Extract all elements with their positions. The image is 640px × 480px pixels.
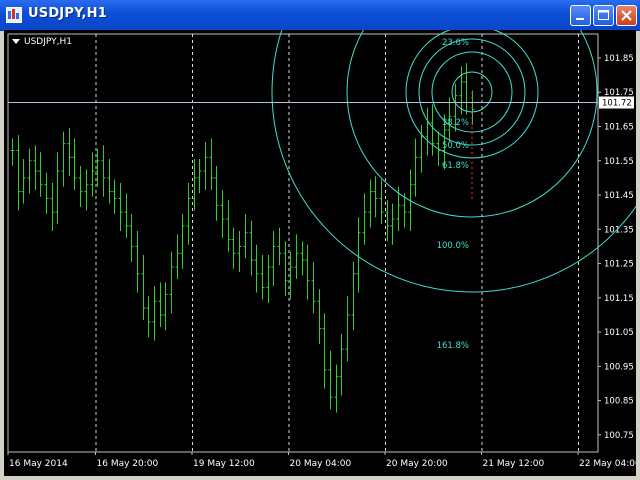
y-tick-label: 101.75 [604,88,634,98]
y-tick-label: 101.35 [604,225,634,235]
y-tick-label: 101.25 [604,260,634,270]
fibo-level-label: 50.0% [442,141,469,151]
y-tick-label: 100.75 [604,431,634,441]
x-tick-label: 16 May 20:00 [97,459,159,469]
close-icon [621,10,632,21]
y-tick-label: 101.05 [604,328,634,338]
current-price-label: 101.72 [602,99,632,109]
fibo-arc[interactable] [418,38,526,146]
y-tick-label: 101.55 [604,157,634,167]
fibo-level-label: 23.6% [442,38,469,48]
y-tick-label: 101.85 [604,54,634,64]
chart-window-icon [6,7,22,23]
x-tick-label: 19 May 12:00 [193,459,255,469]
y-tick-label: 100.95 [604,362,634,372]
window-client-area: USDJPY,H1 101.85 101.75 101.65 101.55 101.45… [4,0,640,476]
chart-symbol-label: USDJPY,H1 [24,37,72,47]
price-chart[interactable]: USDJPY,H1 101.85 101.75 101.65 101.55 101.45… [4,0,640,476]
maximize-icon [598,10,609,20]
fibo-level-label: 61.8% [442,161,469,171]
minimize-button[interactable] [570,5,591,26]
chart-canvas[interactable]: 101.85 101.75 101.65 101.55 101.45 101.35 101.… [4,0,640,476]
minimize-icon [576,18,584,20]
chevron-down-icon[interactable] [12,39,20,44]
x-tick-label: 21 May 12:00 [483,459,545,469]
fibo-level-label: 161.8% [437,341,469,351]
y-tick-label: 101.65 [604,123,634,133]
fibo-arc[interactable] [271,0,640,293]
x-tick-label: 20 May 20:00 [386,459,448,469]
y-tick-label: 101.15 [604,294,634,304]
x-tick-label: 20 May 04:00 [290,459,352,469]
fibo-arc[interactable] [346,0,598,218]
current-price-tag [599,96,634,109]
x-tick-label: 22 May 04:00 [579,459,636,469]
y-tick-label: 100.85 [604,397,634,407]
window-title: USDJPY,H1 [28,6,108,21]
fibo-level-label: 38.2% [442,118,469,128]
close-button[interactable] [616,5,637,26]
title-bar[interactable]: USDJPY,H1 [0,0,640,31]
plot-frame [7,33,599,453]
maximize-button[interactable] [593,5,614,26]
y-tick-label: 101.45 [604,191,634,201]
x-tick-label: 16 May 2014 [9,459,68,469]
fibo-level-label: 100.0% [437,241,469,251]
